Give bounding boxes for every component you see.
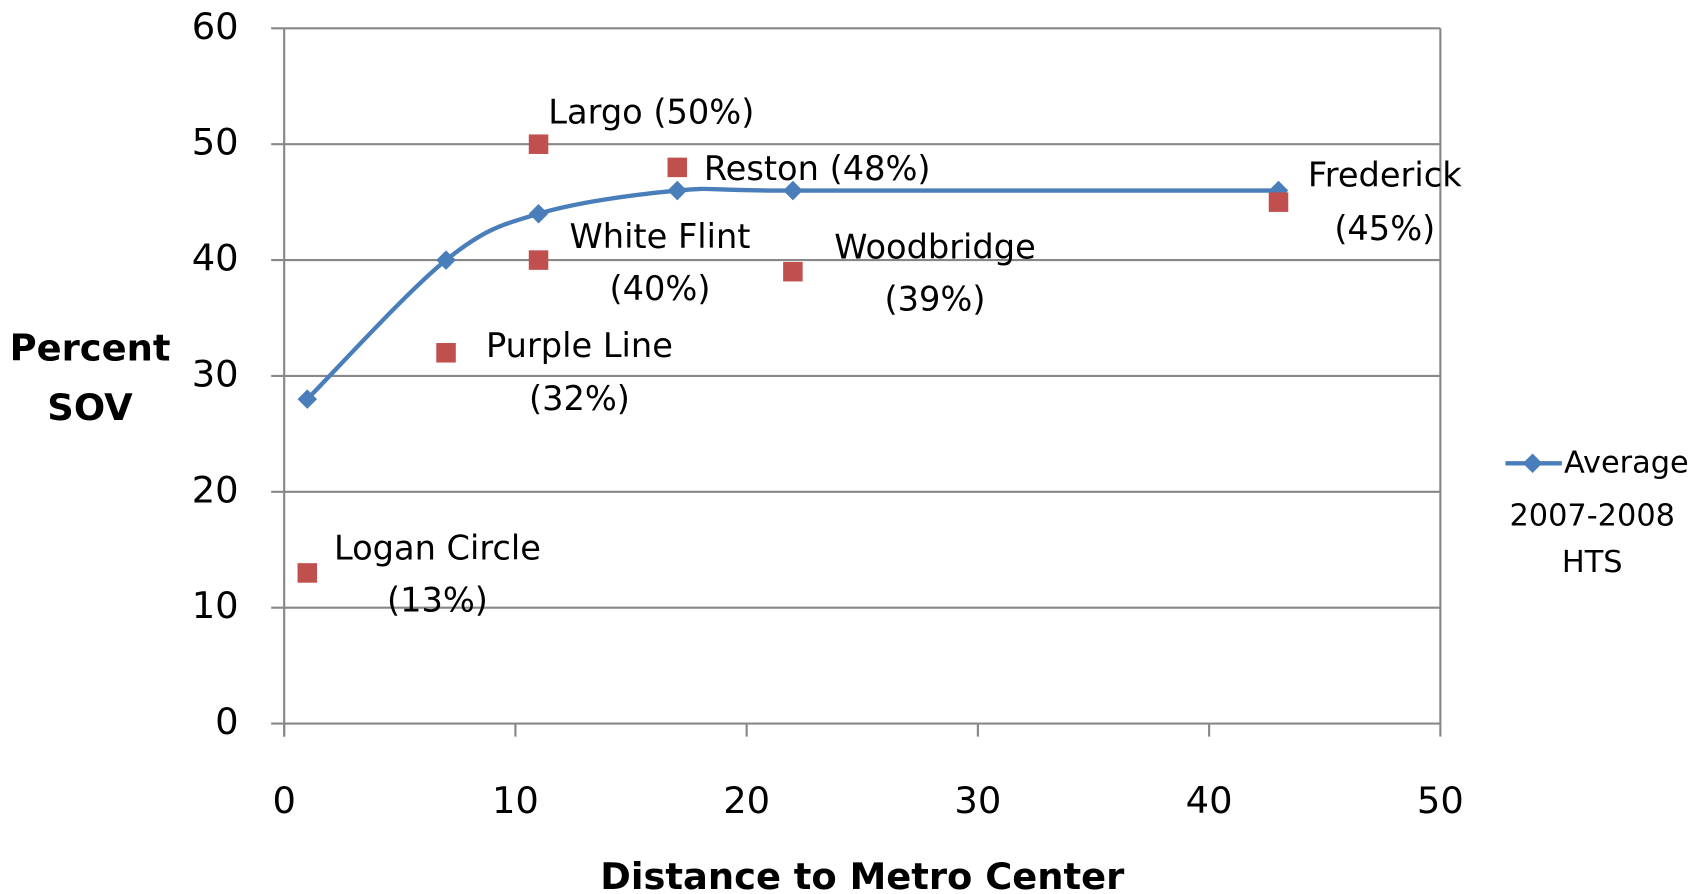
y-tick-label: 20 bbox=[192, 468, 239, 511]
point bbox=[528, 134, 549, 154]
legend-marker bbox=[1522, 453, 1543, 474]
legend-label: Average 2007-2008 HTS bbox=[1509, 445, 1688, 580]
point bbox=[528, 203, 549, 224]
point bbox=[783, 261, 803, 282]
y-tick-label: 10 bbox=[192, 584, 239, 627]
data-label: (45%) bbox=[1334, 209, 1435, 248]
point bbox=[297, 563, 318, 583]
point bbox=[667, 157, 688, 178]
data-label: (39%) bbox=[885, 279, 986, 318]
data-label: Woodbridge bbox=[834, 227, 1036, 266]
x-tick-label: 30 bbox=[954, 779, 1001, 822]
data-label: Logan Circle bbox=[334, 529, 541, 568]
x-tick-label: 40 bbox=[1186, 779, 1233, 822]
x-axis-title: Distance to Metro Center bbox=[600, 855, 1125, 894]
data-label: Reston (48%) bbox=[704, 149, 931, 188]
data-label: Frederick bbox=[1308, 156, 1462, 195]
data-label: (32%) bbox=[529, 379, 630, 418]
y-axis-title: Percent SOV bbox=[10, 326, 171, 429]
data-label: White Flint bbox=[570, 217, 751, 256]
point bbox=[528, 250, 549, 270]
point bbox=[783, 180, 803, 201]
data-label: (40%) bbox=[610, 269, 711, 308]
data-label: Purple Line bbox=[486, 326, 673, 365]
x-tick-label: 0 bbox=[272, 779, 295, 822]
x-tick-label: 20 bbox=[723, 779, 770, 822]
y-tick-label: 30 bbox=[192, 352, 239, 395]
point bbox=[1268, 192, 1289, 212]
y-tick-label: 50 bbox=[192, 121, 239, 164]
data-label: Largo (50%) bbox=[548, 92, 754, 131]
data-label: (13%) bbox=[387, 581, 488, 620]
x-tick-label: 50 bbox=[1417, 779, 1464, 822]
point bbox=[297, 389, 318, 409]
point bbox=[436, 250, 456, 270]
y-tick-label: 40 bbox=[192, 237, 239, 280]
x-tick-label: 10 bbox=[492, 779, 539, 822]
line bbox=[305, 186, 1279, 401]
point bbox=[667, 180, 688, 201]
y-tick-label: 60 bbox=[192, 5, 239, 48]
point bbox=[436, 343, 456, 363]
y-tick-label: 0 bbox=[215, 700, 238, 743]
